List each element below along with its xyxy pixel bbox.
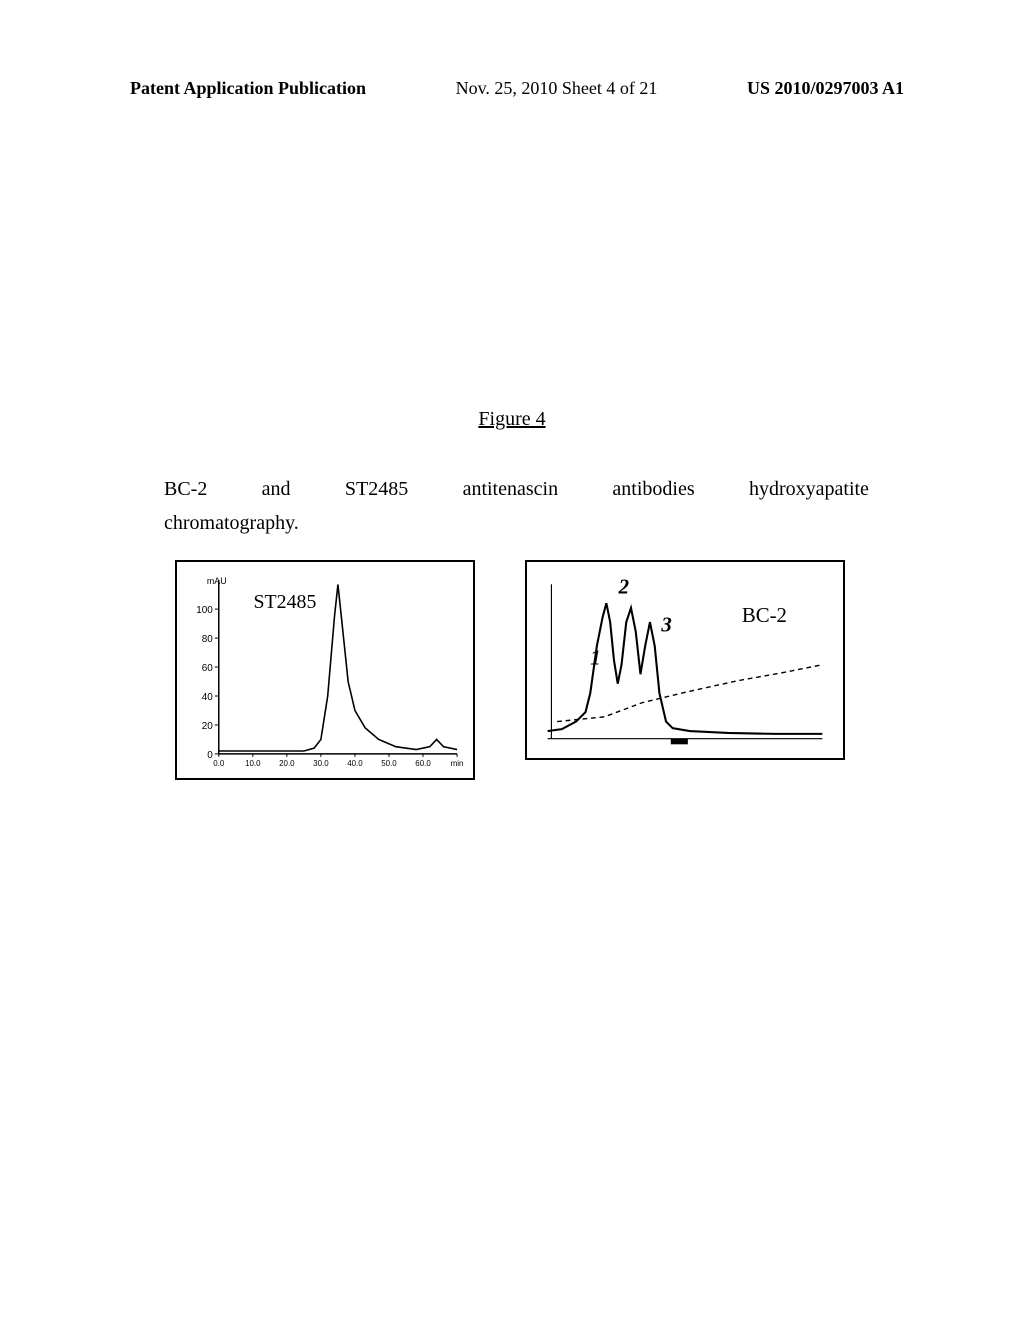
page-header: Patent Application Publication Nov. 25, … [0, 78, 1024, 99]
caption-word: and [262, 478, 291, 501]
svg-text:BC-2: BC-2 [742, 603, 787, 627]
figure-title: Figure 4 [0, 408, 1024, 431]
svg-text:20.0: 20.0 [279, 759, 295, 768]
publication-date-sheet: Nov. 25, 2010 Sheet 4 of 21 [456, 78, 658, 99]
svg-text:mAU: mAU [207, 576, 227, 586]
svg-text:ST2485: ST2485 [254, 591, 317, 613]
caption-word: BC-2 [164, 478, 207, 501]
svg-text:60: 60 [202, 663, 214, 674]
caption-word: antitenascin [463, 478, 559, 501]
chromatogram-st2485: 020406080100mAU0.010.020.030.040.050.060… [175, 560, 475, 780]
svg-text:50.0: 50.0 [381, 759, 397, 768]
svg-text:10.0: 10.0 [245, 759, 261, 768]
chart-svg-right: 1 2 3 BC-2 [535, 570, 835, 750]
svg-text:1: 1 [590, 646, 600, 670]
caption-word: hydroxyapatite [749, 478, 869, 501]
svg-text:40.0: 40.0 [347, 759, 363, 768]
figure-caption-line2: chromatography. [164, 512, 299, 535]
svg-text:60.0: 60.0 [415, 759, 431, 768]
figure-caption-line1: BC-2 and ST2485 antitenascin antibodies … [164, 478, 869, 501]
publication-number: US 2010/0297003 A1 [747, 78, 904, 99]
svg-text:min: min [451, 759, 464, 768]
publication-type: Patent Application Publication [130, 78, 366, 99]
svg-text:20: 20 [202, 721, 214, 732]
chart-svg-left: 020406080100mAU0.010.020.030.040.050.060… [187, 570, 465, 774]
charts-container: 020406080100mAU0.010.020.030.040.050.060… [175, 560, 845, 780]
svg-text:80: 80 [202, 634, 214, 645]
chromatogram-bc2: 1 2 3 BC-2 [525, 560, 845, 760]
svg-text:30.0: 30.0 [313, 759, 329, 768]
svg-text:3: 3 [660, 613, 671, 637]
svg-text:40: 40 [202, 692, 214, 703]
svg-text:2: 2 [618, 575, 629, 599]
caption-word: antibodies [612, 478, 694, 501]
caption-word: ST2485 [345, 478, 408, 501]
svg-text:0.0: 0.0 [213, 759, 225, 768]
svg-text:100: 100 [196, 605, 213, 616]
